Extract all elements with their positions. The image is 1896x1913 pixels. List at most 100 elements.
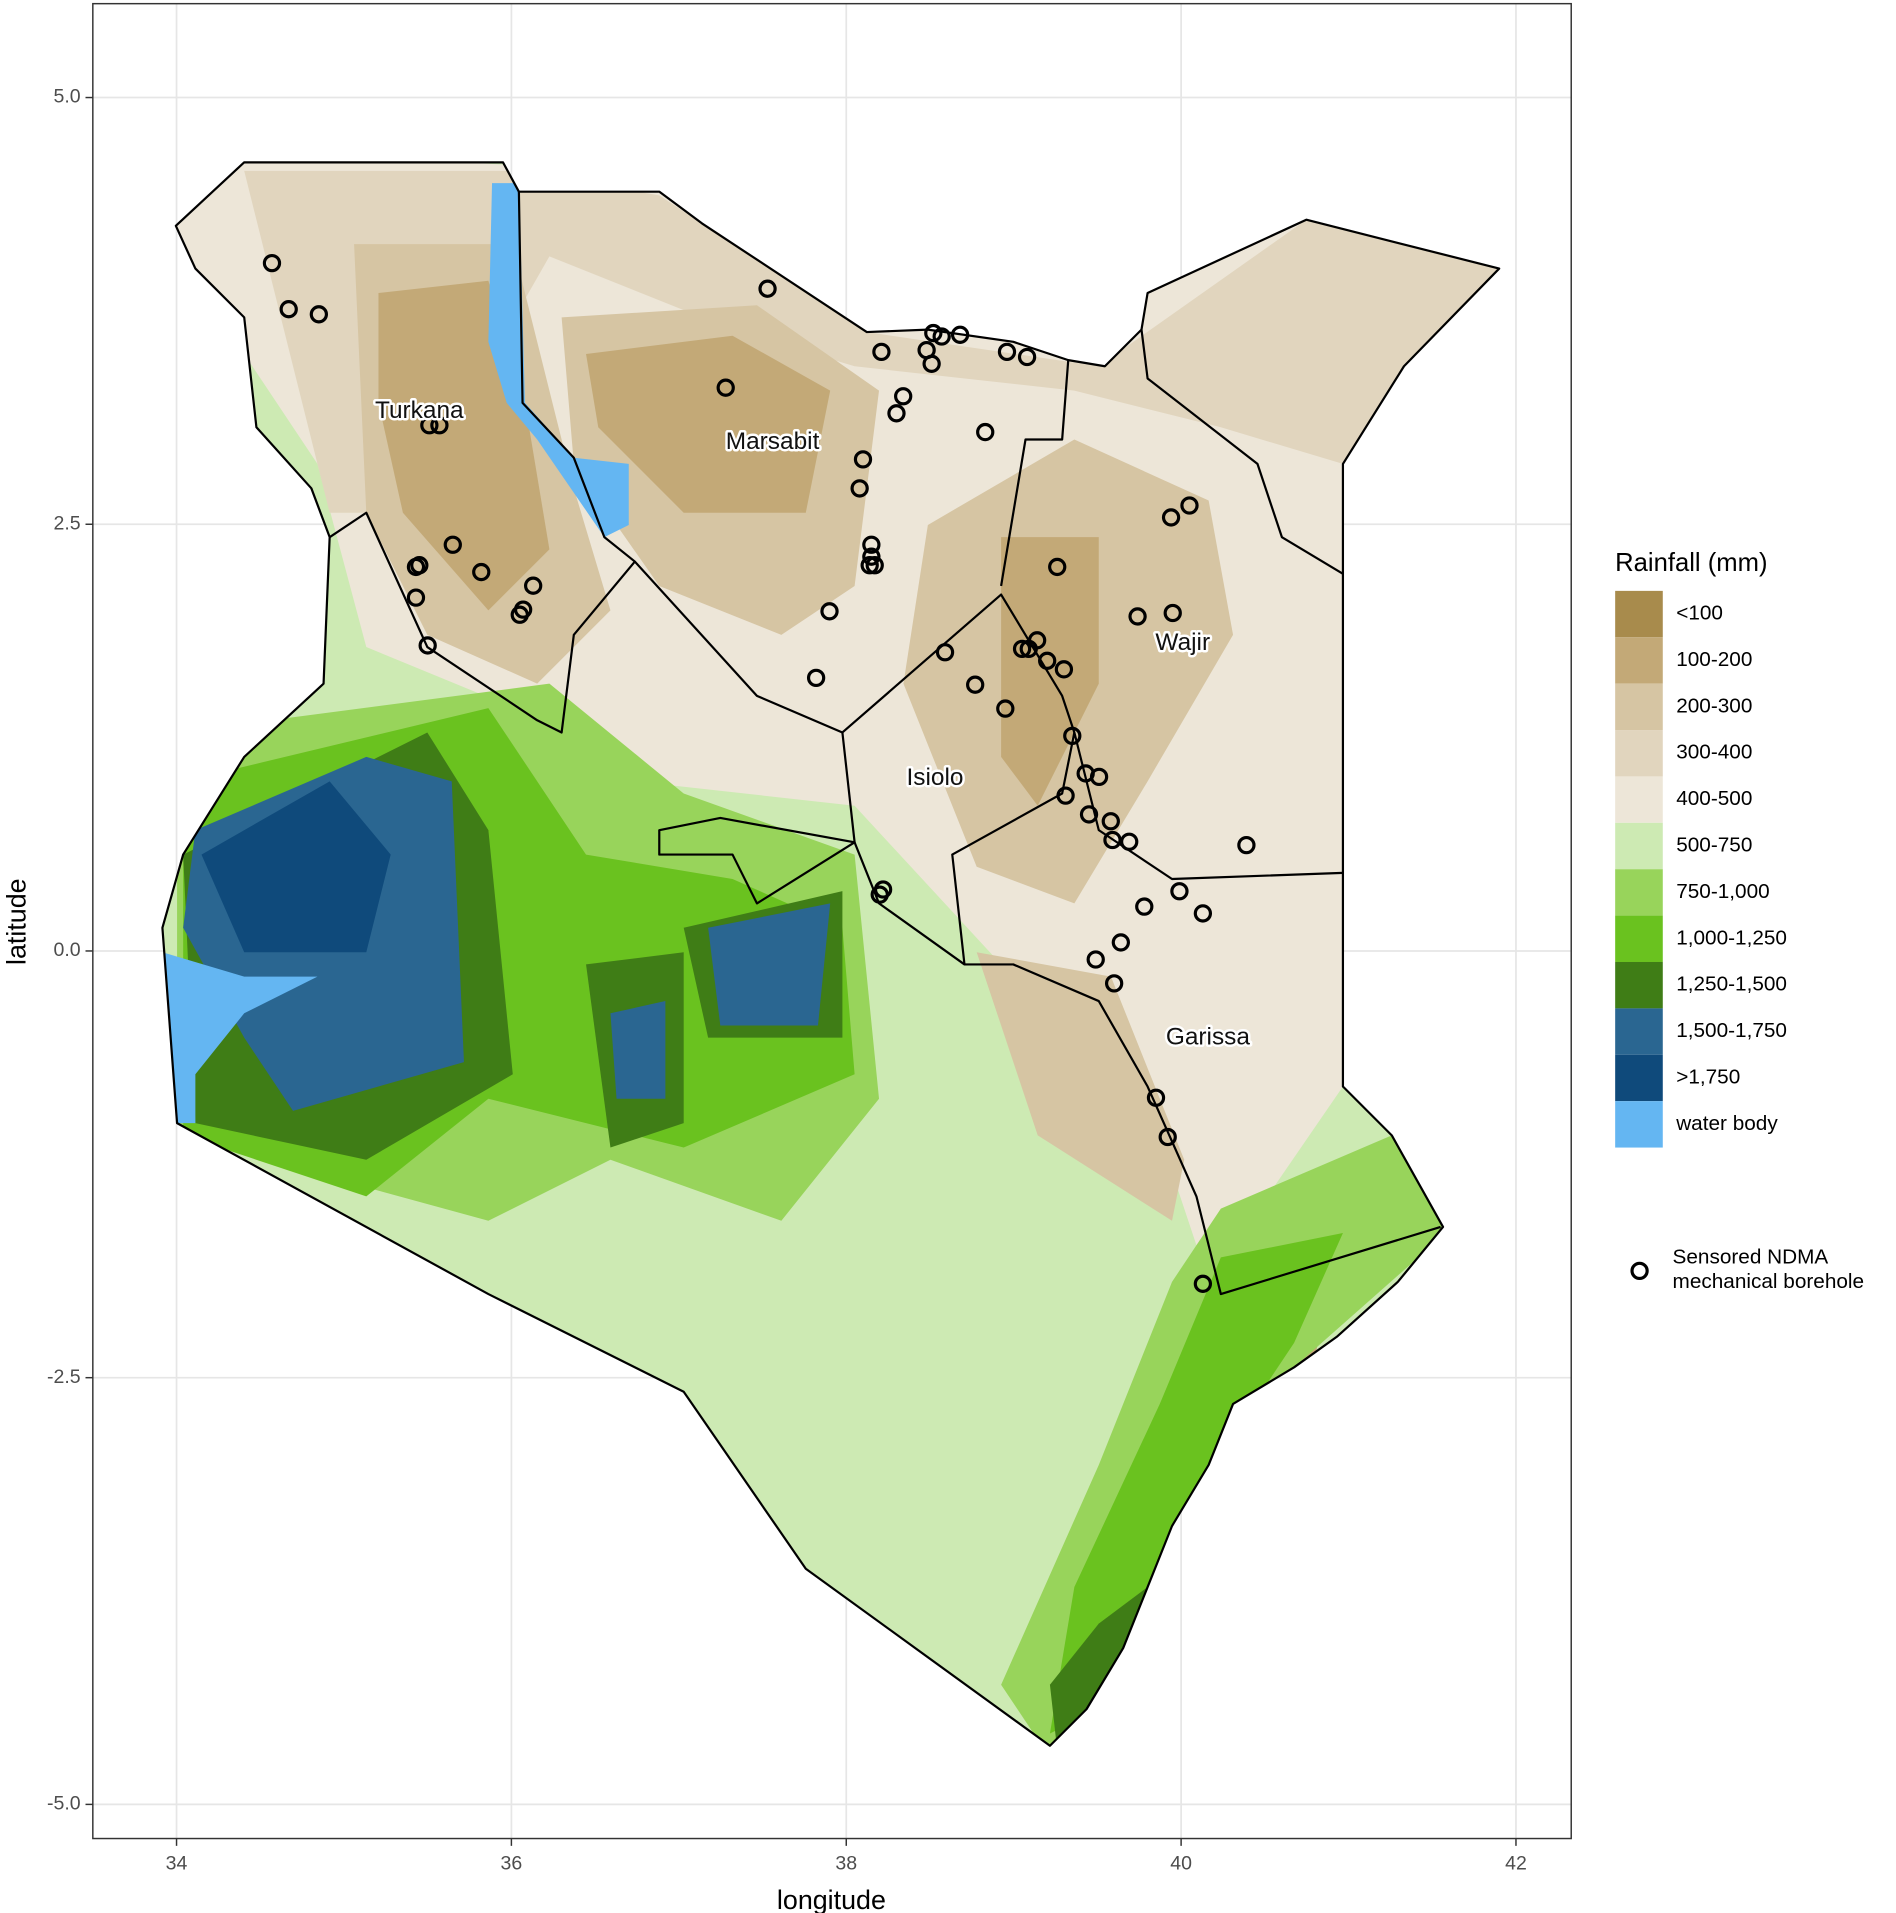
- borehole-point: [924, 323, 943, 343]
- borehole-point: [1237, 835, 1256, 855]
- legend-swatch: [1615, 1054, 1663, 1102]
- borehole-point: [1038, 651, 1057, 670]
- borehole-point: [758, 279, 777, 298]
- borehole-point: [1135, 897, 1154, 916]
- rain-zone: [201, 781, 391, 953]
- county-border: [1000, 360, 1070, 587]
- borehole-point: [853, 450, 873, 469]
- legend-label: 300-400: [1676, 741, 1752, 764]
- county-border: [841, 732, 1441, 1296]
- x-tick-label: 40: [1170, 1852, 1192, 1874]
- borehole-point: [1079, 805, 1099, 824]
- borehole-point: [406, 557, 426, 577]
- borehole-point: [406, 588, 426, 607]
- legend-label: <100: [1676, 602, 1723, 625]
- borehole-point: [820, 602, 839, 621]
- borehole-point: [262, 253, 282, 273]
- legend-swatch: [1615, 776, 1663, 823]
- borehole-point: [1101, 812, 1120, 831]
- borehole-point: [1180, 496, 1199, 515]
- x-tick-label: 34: [166, 1852, 188, 1874]
- legend-label: 1,000-1,250: [1676, 926, 1787, 949]
- rain-zone: [708, 903, 831, 1026]
- legend-swatch: [1615, 961, 1663, 1009]
- rain-zone: [1049, 1587, 1148, 1740]
- borehole-point: [872, 342, 891, 362]
- legend-swatch: [1615, 822, 1663, 870]
- borehole-point: [1163, 603, 1182, 623]
- legend-swatch: [1615, 590, 1663, 638]
- borehole-point: [860, 556, 879, 575]
- borehole-point: [1012, 639, 1032, 659]
- borehole-point: [935, 643, 955, 662]
- legend-label: 500-750: [1676, 834, 1752, 857]
- rain-zone: [610, 1001, 666, 1099]
- y-tick-label: 2.5: [53, 512, 80, 534]
- borehole-point: [1193, 904, 1213, 923]
- legend-swatch: [1615, 730, 1663, 777]
- legend-label: 200-300: [1676, 694, 1752, 717]
- legend-label: 1,500-1,750: [1676, 1019, 1787, 1042]
- borehole-point: [932, 327, 951, 346]
- legend-title: Rainfall (mm): [1615, 549, 1767, 577]
- legend-label: 400-500: [1676, 787, 1752, 810]
- borehole-point: [1104, 974, 1124, 993]
- panel-border: [92, 2, 1572, 1840]
- borehole-point: [1086, 950, 1105, 969]
- y-tick-label: 0.0: [53, 939, 80, 961]
- borehole-point: [1054, 660, 1074, 679]
- rain-zone: [976, 952, 1185, 1221]
- rain-zone: [1001, 537, 1099, 806]
- borehole-point: [1193, 1274, 1213, 1293]
- county-label: Garissa: [1166, 1023, 1251, 1050]
- borehole-point: [418, 636, 437, 655]
- legend: <100 100-200 200-300 300-400 400-500 500-750 7…: [1615, 590, 1865, 1293]
- legend-label: >1,750: [1676, 1065, 1740, 1088]
- borehole-point: [716, 378, 735, 397]
- borehole-point: [309, 305, 329, 324]
- borehole-point: [1158, 1127, 1177, 1147]
- legend-swatch: [1615, 1008, 1663, 1055]
- borehole-point: [1027, 631, 1047, 650]
- borehole-point: [472, 562, 491, 582]
- borehole-point: [873, 880, 893, 899]
- legend-swatch: [1615, 915, 1663, 962]
- legend-swatch: [1615, 1101, 1663, 1148]
- borehole-point: [513, 600, 533, 619]
- borehole-point: [862, 547, 881, 566]
- legend-swatch: [1615, 869, 1663, 916]
- legend-series-name: Sensored NDMA mechanical borehole: [1672, 1245, 1865, 1293]
- borehole-point: [1089, 767, 1109, 787]
- county-border: [658, 816, 856, 905]
- legend-label: 100-200: [1676, 648, 1752, 671]
- y-tick-label: -5.0: [47, 1793, 81, 1815]
- borehole-point: [976, 422, 995, 442]
- borehole-point: [1111, 933, 1130, 952]
- borehole-point: [430, 416, 449, 435]
- x-axis-title: longitude: [777, 1885, 886, 1913]
- legend-label: water body: [1675, 1112, 1778, 1135]
- x-tick-label: 42: [1505, 1852, 1527, 1874]
- county-borders: [329, 191, 1441, 1296]
- borehole-point: [1161, 508, 1181, 527]
- legend-marker: [1630, 1261, 1649, 1281]
- county-labels: Turkana Marsabit Wajir Isiolo Garissa: [373, 395, 1253, 1053]
- borehole-point: [1146, 1088, 1166, 1107]
- borehole-point: [1048, 557, 1067, 577]
- borehole-point: [1017, 347, 1037, 367]
- legend-swatch: [1615, 683, 1663, 731]
- legend-label: 750-1,000: [1676, 880, 1769, 903]
- rain-zone: [586, 335, 831, 513]
- borehole-point: [950, 325, 970, 344]
- borehole-point: [1170, 882, 1189, 901]
- county-border: [634, 560, 1343, 881]
- water-body: [162, 952, 318, 1124]
- county-label: Turkana: [375, 397, 464, 424]
- country-border: [161, 161, 1501, 1747]
- borehole-point: [850, 479, 869, 498]
- y-tick-label: -2.5: [47, 1366, 81, 1388]
- borehole-point: [862, 535, 881, 554]
- borehole-point: [443, 535, 462, 554]
